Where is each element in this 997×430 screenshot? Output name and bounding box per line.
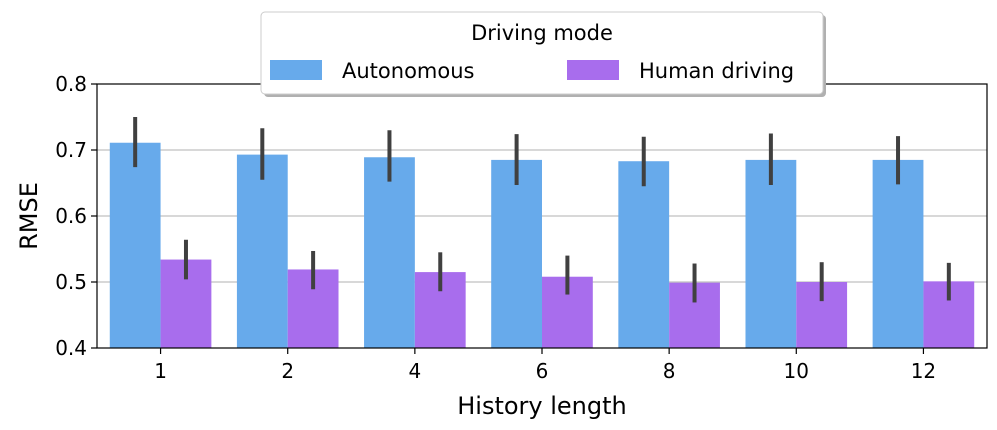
x-tick-label: 8	[663, 359, 676, 383]
bar	[109, 142, 161, 348]
y-axis-ticks: 0.4 0.5 0.6 0.7 0.8	[55, 72, 97, 360]
legend-items: Autonomous Human driving	[270, 59, 794, 83]
bar	[236, 154, 288, 348]
x-axis-label: History length	[457, 392, 627, 420]
bar	[618, 161, 670, 348]
x-tick-label: 1	[154, 359, 167, 383]
y-tick-label: 0.6	[55, 204, 87, 228]
legend-label: Autonomous	[342, 59, 474, 83]
bar	[491, 159, 542, 348]
legend-swatch	[270, 60, 322, 80]
bar	[872, 159, 924, 348]
x-tick-label: 12	[911, 359, 936, 383]
bar	[745, 159, 797, 348]
y-tick-label: 0.8	[55, 72, 87, 96]
x-tick-label: 10	[784, 359, 809, 383]
y-tick-label: 0.7	[55, 138, 87, 162]
legend-label: Human driving	[639, 59, 794, 83]
bar	[364, 157, 415, 348]
y-tick-label: 0.4	[55, 336, 87, 360]
legend-box	[260, 11, 824, 95]
x-tick-label: 6	[536, 359, 549, 383]
bars	[109, 142, 975, 348]
error-bars	[133, 117, 951, 303]
x-tick-label: 4	[408, 359, 421, 383]
x-axis-ticks: 1 2 4 6 8 10 12	[154, 348, 936, 383]
legend-title: Driving mode	[471, 21, 613, 45]
legend-swatch	[567, 60, 619, 80]
legend: Driving mode Autonomous Human driving	[260, 11, 826, 97]
x-tick-label: 2	[281, 359, 294, 383]
y-tick-label: 0.5	[55, 270, 87, 294]
y-axis-label: RMSE	[15, 182, 43, 250]
